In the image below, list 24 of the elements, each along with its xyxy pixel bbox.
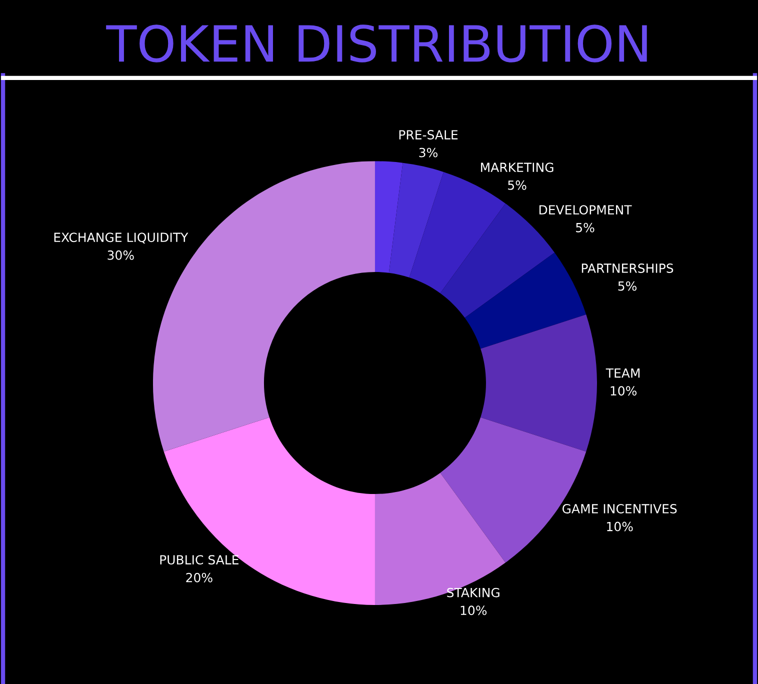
donut-slice [409,172,506,294]
data-label: 10% [610,386,637,396]
slice-label: PUBLIC SALE [160,555,238,565]
data-label: 30% [108,250,134,260]
slice-label: PRE-SALE [399,130,458,140]
slice-label: TEAM [606,368,640,378]
slice-label: GAME INCENTIVES [562,504,677,514]
donut-slice [374,161,403,273]
data-label: 3% [419,148,438,158]
slice-label: DEVELOPMENT [539,205,632,215]
donut-slice [374,472,506,605]
data-label: 5% [576,222,594,232]
donut-slice [480,314,597,452]
donut-slice [388,162,444,278]
data-label: 10% [460,606,487,616]
data-label: 20% [186,572,212,582]
slice-label: EXCHANGE LIQUIDITY [54,232,188,244]
slice-label: STAKING [447,588,500,598]
data-label: 5% [618,281,637,291]
slice-label: PARTNERSHIPS [582,264,674,273]
slice-label: MARKETING [481,162,554,172]
data-label: 10% [607,522,633,532]
data-label: 5% [508,180,526,190]
chart-title: TOKEN DISTRIBUTION [106,24,647,62]
